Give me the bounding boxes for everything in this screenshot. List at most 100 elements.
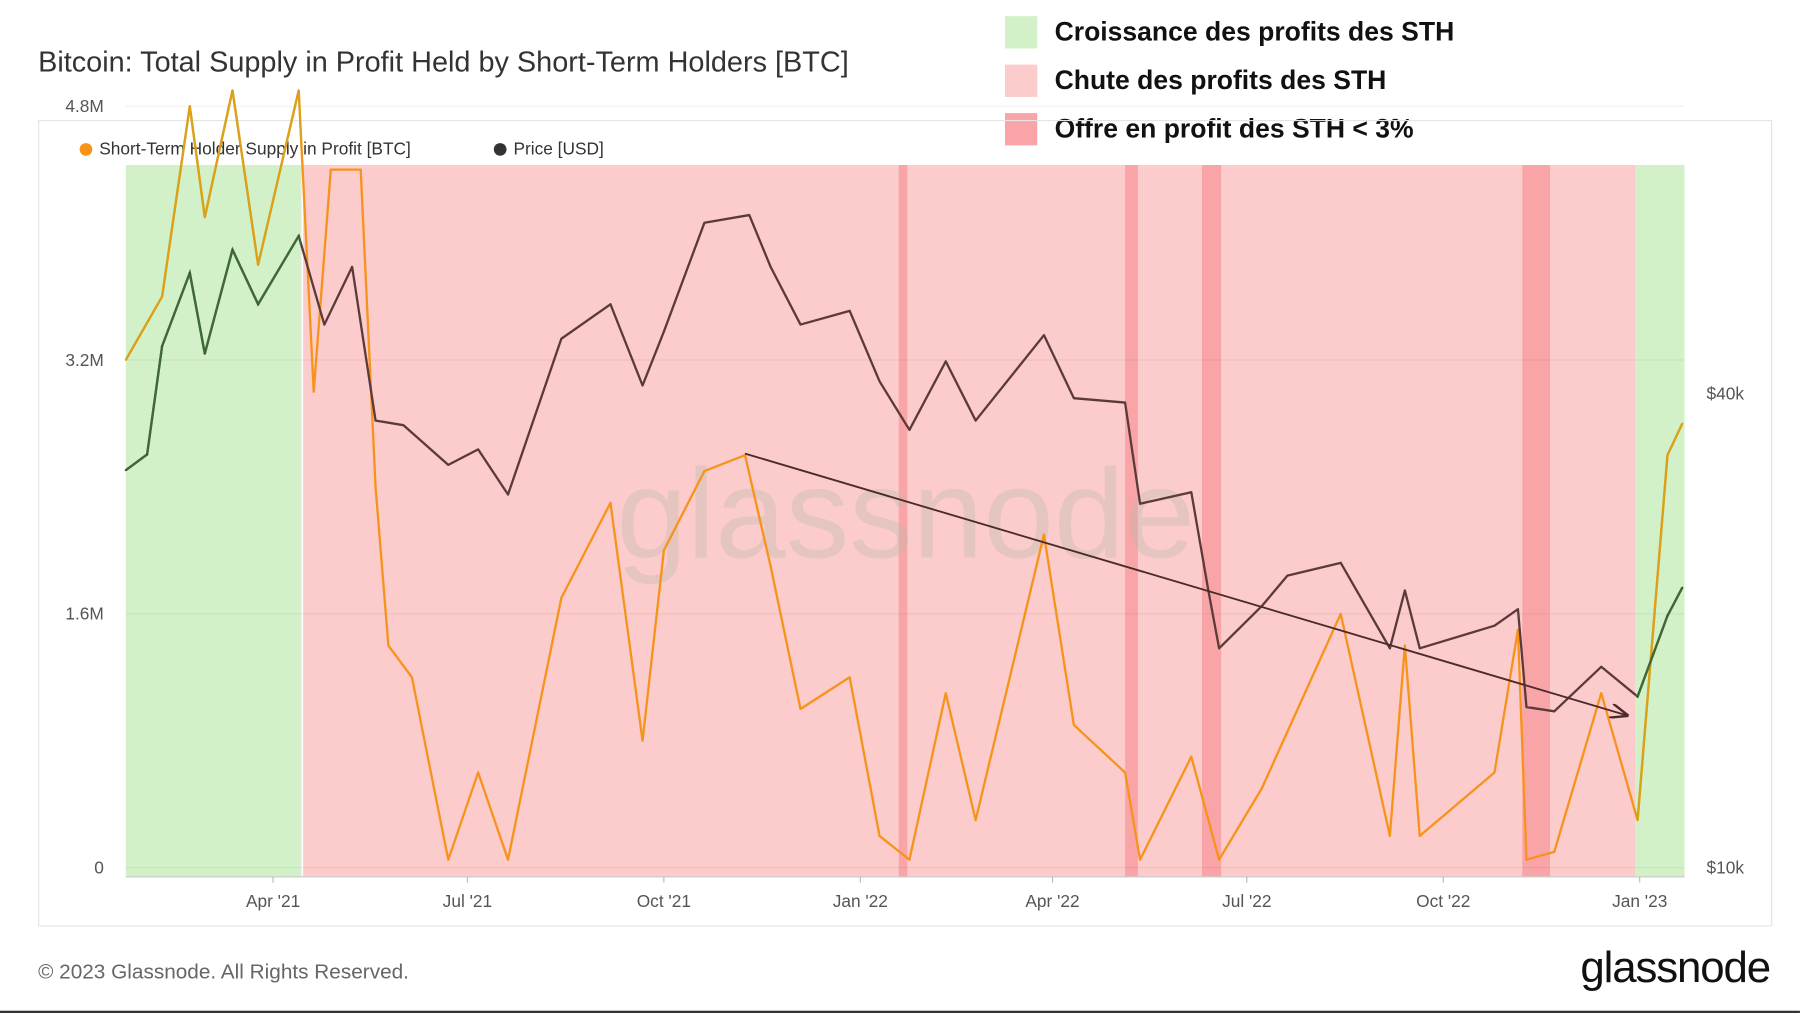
data-point — [1339, 612, 1342, 615]
region-low — [1201, 164, 1222, 877]
y-right-tick-label: $10k — [1706, 857, 1744, 877]
data-point — [1339, 561, 1342, 564]
data-point — [1260, 787, 1263, 790]
data-point — [560, 597, 563, 599]
x-tick-label: Oct '21 — [637, 891, 691, 911]
data-point — [1666, 454, 1669, 457]
data-point — [1388, 647, 1391, 650]
x-tick-label: Jul '22 — [1222, 891, 1271, 911]
series-legend-sth[interactable]: Short-Term Holder Supply in Profit [BTC] — [79, 139, 411, 160]
data-point — [1043, 533, 1045, 536]
data-point — [944, 360, 947, 363]
data-point — [1600, 692, 1603, 695]
bottom-divider — [0, 1010, 1800, 1013]
data-point — [560, 337, 563, 340]
data-point — [161, 295, 163, 298]
region-low — [1125, 164, 1138, 877]
chart-title: Bitcoin: Total Supply in Profit Held by … — [38, 46, 849, 79]
region-low — [1522, 164, 1551, 877]
data-point — [1403, 589, 1406, 592]
region-growth — [125, 164, 301, 877]
data-point — [1418, 835, 1421, 837]
chart-frame — [38, 119, 1773, 927]
data-point — [908, 858, 911, 861]
x-tick-label: Oct '22 — [1416, 891, 1470, 911]
data-point — [146, 453, 149, 456]
data-point — [312, 390, 315, 393]
data-point — [477, 448, 480, 451]
y-left-tick-label: 4.8M — [65, 96, 103, 116]
data-point — [1666, 614, 1669, 617]
legend-label-low: Offre en profit des STH < 3% — [1054, 113, 1414, 144]
data-point — [297, 235, 300, 237]
data-point — [351, 265, 354, 268]
data-point — [1525, 706, 1528, 708]
data-point — [203, 216, 206, 219]
orange-dot-icon — [79, 143, 93, 156]
data-point — [974, 419, 977, 422]
data-point — [374, 419, 377, 422]
data-point — [908, 428, 911, 431]
x-tick-label: Apr '22 — [1025, 891, 1079, 911]
x-tick-label: Jan '23 — [1612, 891, 1667, 911]
data-point — [387, 644, 390, 647]
data-point — [1517, 608, 1519, 611]
data-point — [1286, 574, 1289, 577]
data-point — [1139, 502, 1141, 505]
y-right-tick-label: $40k — [1706, 384, 1744, 404]
data-point — [878, 380, 881, 383]
data-point — [507, 493, 509, 496]
data-point — [1418, 647, 1421, 650]
data-point — [1553, 710, 1556, 713]
data-point — [878, 835, 881, 837]
data-point — [662, 330, 665, 333]
data-point — [1072, 723, 1075, 726]
data-point — [231, 89, 234, 92]
copyright: © 2023 Glassnode. All Rights Reserved. — [38, 959, 409, 984]
data-point — [1139, 858, 1141, 861]
series-legend-price-label: Price [USD] — [513, 139, 604, 160]
data-point — [609, 501, 612, 504]
data-point — [1190, 755, 1193, 758]
data-point — [447, 858, 450, 861]
legend-swatch-decline — [1004, 64, 1038, 97]
x-tick-label: Jan '22 — [833, 891, 888, 911]
data-point — [1218, 858, 1220, 861]
data-point — [1681, 422, 1684, 425]
data-point — [974, 819, 977, 821]
data-point — [188, 105, 191, 108]
series-legend-sth-label: Short-Term Holder Supply in Profit [BTC] — [99, 139, 411, 160]
data-point — [257, 263, 260, 266]
data-point — [748, 214, 751, 217]
data-point — [769, 265, 772, 268]
data-point — [1553, 850, 1556, 853]
data-point — [410, 676, 413, 679]
data-point — [374, 485, 377, 488]
legend-label-growth: Croissance des profits des STH — [1054, 16, 1455, 47]
data-point — [799, 708, 802, 710]
data-point — [944, 692, 947, 695]
data-point — [1403, 644, 1406, 647]
data-point — [848, 676, 851, 679]
region-low — [898, 164, 908, 877]
series-legend-price[interactable]: Price [USD] — [493, 139, 604, 160]
data-point — [1517, 628, 1519, 631]
data-point — [1636, 819, 1639, 821]
data-point — [703, 221, 706, 224]
legend-swatch-low — [1004, 113, 1038, 146]
data-point — [1388, 835, 1391, 837]
data-point — [662, 549, 665, 552]
data-point — [1124, 401, 1127, 404]
data-point — [1493, 771, 1496, 774]
data-point — [507, 858, 509, 861]
data-point — [1124, 771, 1127, 774]
data-point — [359, 168, 362, 171]
series-line-sth — [124, 89, 1684, 861]
data-point — [124, 469, 127, 472]
x-tick-label: Apr '21 — [246, 891, 300, 911]
dark-dot-icon — [493, 143, 507, 156]
data-point — [329, 168, 332, 171]
data-point — [799, 323, 802, 326]
